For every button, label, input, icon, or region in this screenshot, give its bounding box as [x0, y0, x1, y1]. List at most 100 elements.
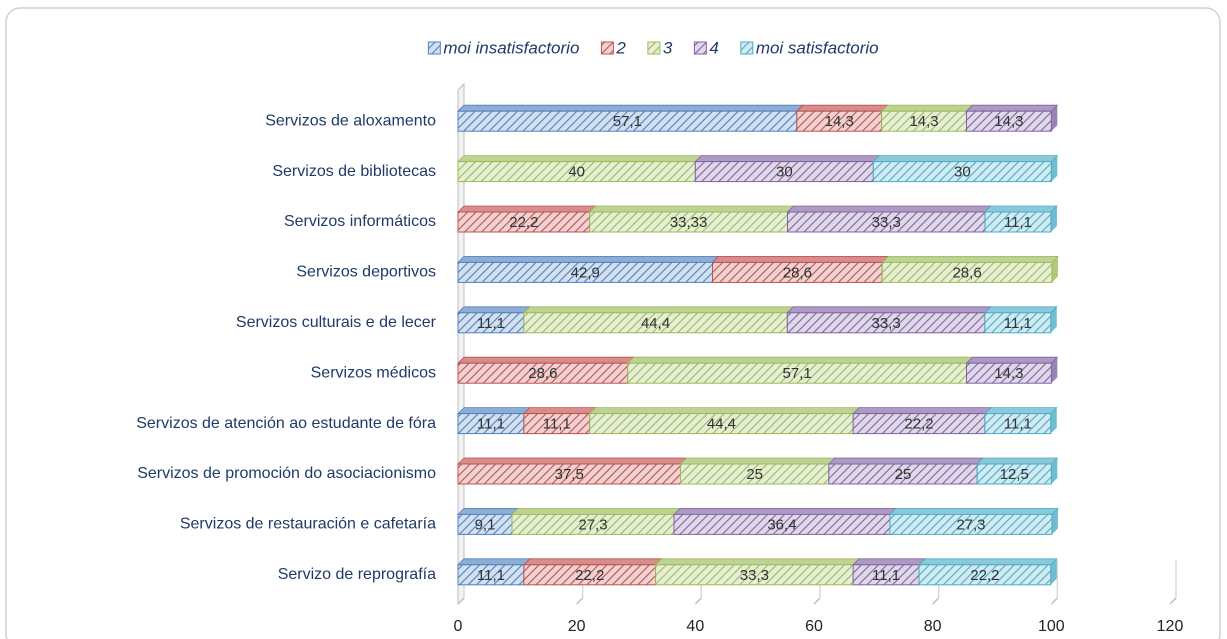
value-label: 14,3 — [825, 113, 854, 130]
value-label: 33,3 — [872, 214, 901, 231]
bar-end — [1051, 256, 1058, 283]
tick-mark — [457, 597, 465, 605]
category-label: Servizos de promoción do asociacionismo — [137, 465, 436, 482]
bar-top — [522, 407, 597, 414]
category-label: Servizos de restauración e cafetaría — [180, 516, 436, 533]
value-label: 30 — [776, 164, 793, 181]
legend-label: moi insatisfactorio — [443, 38, 579, 57]
bar-top — [852, 558, 926, 566]
bar-end — [1051, 105, 1058, 132]
bar-top — [588, 407, 861, 414]
value-label: 11,1 — [1004, 315, 1032, 332]
bar-top — [522, 306, 795, 314]
x-tick-label: 0 — [454, 618, 463, 635]
bar-top — [827, 457, 985, 465]
x-tick-label: 120 — [1157, 618, 1184, 635]
category-label: Servizos deportivos — [296, 264, 436, 281]
bar-top — [786, 205, 993, 213]
bar-top — [786, 306, 992, 314]
value-label: 14,3 — [909, 113, 938, 130]
value-label: 14,3 — [994, 365, 1023, 382]
bar-end — [1050, 558, 1057, 585]
category-label: Servizos de aloxamento — [265, 112, 436, 129]
legend-label: 4 — [709, 38, 718, 57]
x-tick-label: 40 — [686, 618, 704, 635]
value-label: 14,3 — [994, 113, 1023, 130]
value-label: 11,1 — [1004, 416, 1032, 433]
value-label: 40 — [568, 164, 585, 181]
bar-top — [457, 558, 531, 566]
value-label: 11,1 — [543, 416, 571, 433]
bar-top — [511, 508, 681, 515]
tick-mark — [1050, 597, 1058, 605]
value-label: 30 — [954, 164, 971, 181]
bar-end — [1051, 357, 1058, 384]
legend-swatch — [647, 41, 661, 55]
value-label: 57,1 — [613, 113, 642, 130]
value-label: 22,2 — [575, 567, 604, 584]
value-label: 33,3 — [871, 315, 900, 332]
legend-label: 3 — [663, 38, 673, 57]
x-tick-label: 60 — [805, 618, 823, 635]
tick-mark — [576, 597, 584, 605]
value-label: 28,6 — [528, 365, 557, 382]
bar-top — [457, 356, 635, 364]
legend-swatch — [427, 41, 441, 55]
bar-top — [795, 104, 889, 112]
value-label: 37,5 — [555, 466, 584, 483]
bar-top — [881, 255, 1059, 263]
value-label: 27,3 — [956, 516, 985, 533]
tick-mark — [694, 597, 702, 605]
bar-top — [694, 155, 881, 162]
bar-end — [1050, 306, 1057, 333]
bar-top — [457, 306, 531, 314]
bar-top — [976, 457, 1059, 465]
value-label: 11,1 — [1004, 214, 1032, 231]
bar-top — [880, 104, 974, 112]
value-label: 28,6 — [783, 264, 812, 281]
bar-end — [1050, 407, 1057, 434]
legend-swatch — [600, 41, 614, 55]
value-label: 44,4 — [641, 315, 670, 332]
bar-top — [457, 104, 804, 112]
bar-end — [1050, 206, 1057, 232]
value-label: 11,1 — [872, 567, 900, 584]
value-label: 57,1 — [782, 365, 811, 382]
bar-top — [457, 205, 597, 213]
bar-top — [457, 457, 688, 465]
bar-segment — [872, 161, 1052, 183]
value-label: 22,2 — [904, 416, 933, 433]
bar-top — [679, 457, 836, 465]
legend: moi insatisfactorio 2 3 4 moi satisfactorio — [427, 38, 879, 57]
bar-top — [457, 508, 519, 515]
bar-top — [588, 205, 795, 213]
value-label: 12,5 — [1000, 466, 1029, 483]
category-label: Servizos culturais e de lecer — [236, 314, 437, 331]
bar-end — [1051, 155, 1058, 182]
value-label: 27,3 — [578, 516, 607, 533]
value-label: 28,6 — [952, 264, 981, 281]
tick-mark — [813, 597, 821, 605]
legend-swatch — [693, 41, 707, 55]
value-label: 11,1 — [477, 315, 505, 332]
x-tick-label: 100 — [1038, 618, 1065, 635]
value-label: 36,4 — [767, 516, 796, 533]
bar-top — [457, 407, 531, 414]
value-label: 25 — [895, 466, 912, 483]
x-tick-label: 20 — [568, 618, 586, 635]
legend-label: moi satisfactorio — [756, 38, 879, 57]
legend-label: 2 — [615, 38, 626, 57]
bar-top — [626, 356, 974, 364]
bar-top — [984, 205, 1058, 213]
category-label: Servizos de atención ao estudante de fór… — [136, 415, 436, 432]
value-label: 44,4 — [707, 416, 736, 433]
bar-end — [1051, 508, 1058, 535]
bar-top — [457, 255, 720, 263]
bar-top — [965, 104, 1059, 112]
bar-top — [522, 558, 663, 566]
bar-top — [965, 356, 1059, 364]
category-label: Servizos informáticos — [284, 213, 436, 230]
value-label: 9,1 — [475, 516, 496, 533]
bar-top — [852, 407, 992, 414]
